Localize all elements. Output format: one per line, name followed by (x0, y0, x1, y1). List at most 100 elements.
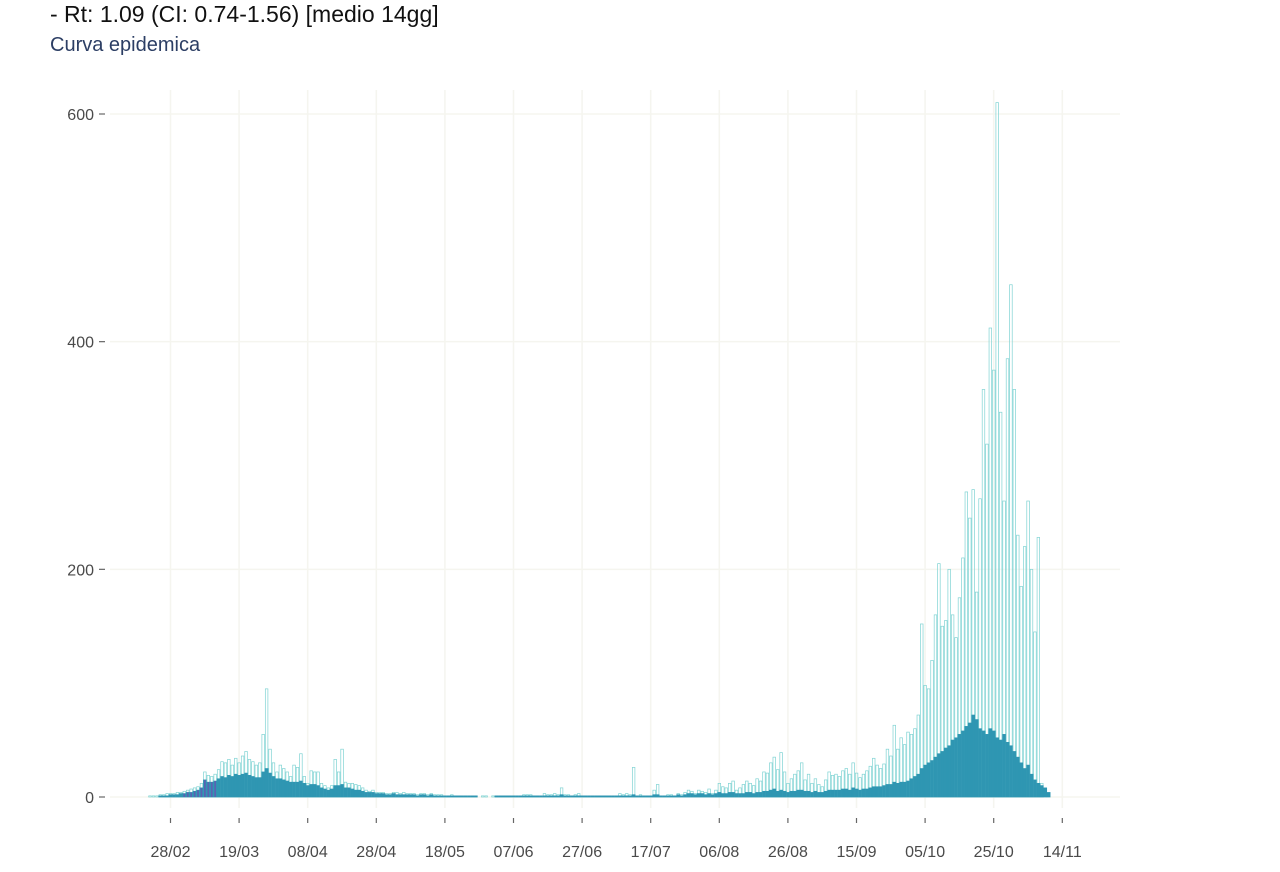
positive-bar (947, 745, 951, 798)
early-period-bar (197, 790, 199, 797)
positive-bar (528, 795, 533, 798)
early-period-bar (186, 792, 189, 797)
positive-bar (556, 795, 560, 798)
positive-bar (916, 773, 921, 798)
early-period-bar (214, 781, 217, 797)
positive-bar (1033, 779, 1037, 798)
positive-bar (299, 780, 303, 798)
total-bar (998, 411, 1003, 798)
positive-bar (412, 794, 416, 798)
positive-bar (456, 795, 461, 798)
positive-bar (817, 792, 821, 798)
positive-bar (827, 789, 831, 798)
positive-bar (813, 790, 818, 798)
positive-bar (679, 795, 684, 798)
positive-bar (439, 795, 444, 798)
positive-bar (600, 795, 605, 798)
positive-bar (974, 719, 979, 798)
total-bar (1029, 568, 1034, 798)
positive-bar (909, 778, 914, 798)
positive-bar (1012, 751, 1017, 798)
positive-bar (902, 781, 907, 798)
positive-bar (895, 782, 900, 798)
positive-bar (549, 795, 554, 798)
positive-bar (347, 787, 351, 798)
positive-bar (415, 795, 420, 798)
positive-bar (395, 794, 399, 798)
positive-bars-series (158, 714, 1051, 798)
positive-bar (333, 785, 338, 798)
positive-bar (923, 764, 927, 798)
positive-bar (745, 792, 749, 798)
positive-bar (165, 795, 169, 798)
early-period-bar (210, 782, 213, 797)
positive-bar (806, 790, 811, 798)
positive-bar (323, 788, 327, 798)
positive-bar (913, 776, 917, 798)
positive-bar (1029, 773, 1034, 798)
positive-bar (889, 784, 893, 798)
positive-bar (892, 781, 897, 798)
positive-bar (364, 792, 368, 798)
positive-bar (419, 794, 423, 798)
positive-bar (961, 730, 965, 798)
positive-bar (995, 737, 1000, 798)
positive-bar (501, 795, 506, 798)
positive-bar (937, 753, 941, 798)
positive-bar (1039, 785, 1044, 798)
x-tick-label: 06/08 (699, 844, 739, 861)
total-bar (481, 795, 485, 798)
positive-bar (295, 781, 300, 798)
x-tick-label: 28/02 (150, 844, 190, 861)
x-tick-label: 27/06 (562, 844, 602, 861)
x-tick-label: 28/04 (356, 844, 396, 861)
positive-bar (611, 795, 615, 798)
early-period-bar (183, 793, 186, 797)
positive-bar (786, 792, 790, 798)
positive-bar (353, 789, 358, 798)
positive-bar (312, 784, 317, 798)
positive-bar (834, 789, 838, 798)
positive-bar (991, 730, 996, 798)
positive-bar (875, 786, 879, 798)
positive-bar (357, 789, 362, 798)
positive-bar (772, 788, 777, 798)
positive-bar (494, 795, 499, 798)
positive-bar (251, 776, 255, 798)
positive-bar (659, 795, 663, 798)
positive-bar (384, 794, 389, 798)
x-tick-label: 14/11 (1043, 844, 1082, 861)
positive-bar (175, 794, 180, 798)
positive-bar (1022, 768, 1027, 798)
positive-bar (700, 793, 705, 798)
positive-bar (398, 794, 403, 798)
positive-bar (594, 795, 598, 798)
positive-bar (841, 788, 845, 798)
positive-bar (367, 792, 372, 798)
positive-bar (278, 778, 283, 798)
positive-bar (405, 794, 410, 798)
positive-bar (1019, 762, 1024, 798)
total-bar (491, 795, 495, 798)
positive-bar (727, 792, 732, 798)
positive-bar (631, 794, 636, 798)
x-axis: 28/02 19/03 08/04 28/04 18/05 07/06 27/06 17/07… (150, 818, 1082, 861)
positive-bar (837, 789, 842, 798)
positive-bar (751, 793, 756, 798)
positive-bar (940, 751, 945, 798)
total-bar (1009, 284, 1013, 798)
total-bar (151, 795, 156, 798)
positive-bar (378, 793, 382, 798)
positive-bar (281, 779, 286, 798)
positive-bar (765, 790, 770, 798)
positive-bar (374, 793, 379, 798)
epidemic-curve-link[interactable]: Curva epidemica (50, 34, 201, 56)
positive-bar (158, 795, 163, 798)
positive-bar (803, 790, 807, 798)
total-bars-series (148, 102, 1044, 798)
positive-bar (237, 775, 241, 798)
positive-bar (453, 795, 458, 798)
positive-bar (748, 792, 753, 798)
early-period-bar (190, 792, 193, 797)
